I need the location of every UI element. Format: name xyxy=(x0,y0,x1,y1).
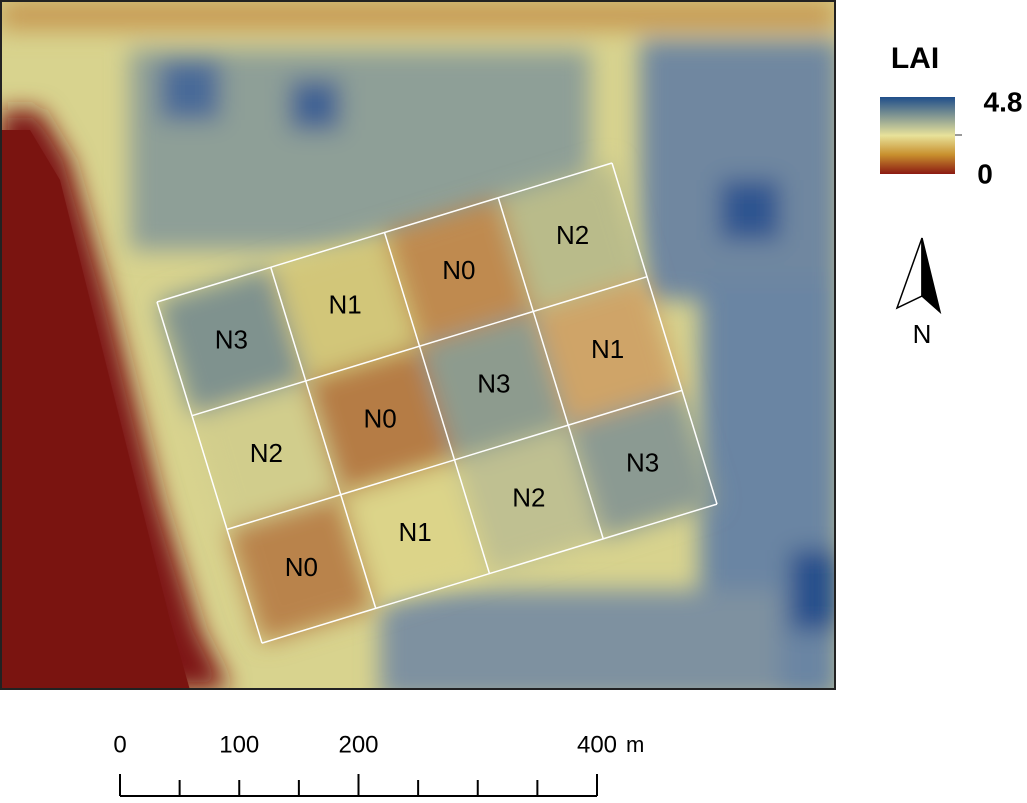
scale-label: 200 xyxy=(338,731,378,758)
scale-bar: 0 100 200 400 m xyxy=(113,731,644,797)
legend-min: 0 xyxy=(977,158,993,189)
plot-label: N2 xyxy=(556,220,589,250)
scale-label: 0 xyxy=(113,731,126,758)
plot-label: N1 xyxy=(399,517,432,547)
plot-border xyxy=(611,162,718,505)
plot-shade xyxy=(384,197,534,347)
plot-label: N2 xyxy=(512,482,545,512)
plot-shade xyxy=(340,459,490,609)
plot-shade xyxy=(157,267,306,416)
plot-shade xyxy=(227,494,376,644)
plot-shade xyxy=(270,232,420,381)
plot-label: N0 xyxy=(364,403,397,433)
plot-label: N3 xyxy=(626,448,659,478)
map-frame xyxy=(0,0,836,690)
plot-label: N0 xyxy=(285,552,318,582)
plot-border xyxy=(383,232,491,574)
plot-border xyxy=(497,197,604,540)
north-arrow: N xyxy=(895,237,942,349)
plot-border xyxy=(156,301,263,644)
plot-label: N3 xyxy=(215,324,248,354)
legend-title: LAI xyxy=(891,42,939,75)
plot-grid: N3 N1 N0 N2 N2 N0 N3 N1 N0 N1 N2 N3 xyxy=(156,162,718,644)
plot-label: N3 xyxy=(477,369,510,399)
legend-max: 4.8 xyxy=(984,86,1023,117)
plot-shade xyxy=(498,163,647,312)
scale-label: 100 xyxy=(219,731,259,758)
plot-shade xyxy=(454,425,604,574)
scale-unit: m xyxy=(626,732,644,757)
plot-shade xyxy=(568,390,717,539)
lai-raster xyxy=(1,1,835,689)
scale-label: 400 xyxy=(577,731,617,758)
plot-shade xyxy=(305,346,455,495)
plot-label: N0 xyxy=(442,255,475,285)
plot-shade xyxy=(419,311,569,460)
plot-border xyxy=(270,267,377,609)
plot-shade xyxy=(533,276,682,426)
legend-colorbar xyxy=(880,97,955,174)
plot-label: N2 xyxy=(250,438,283,468)
plot-shade xyxy=(192,380,341,530)
plot-label: N1 xyxy=(329,290,362,320)
plot-label: N1 xyxy=(591,334,624,364)
north-label: N xyxy=(913,319,932,349)
